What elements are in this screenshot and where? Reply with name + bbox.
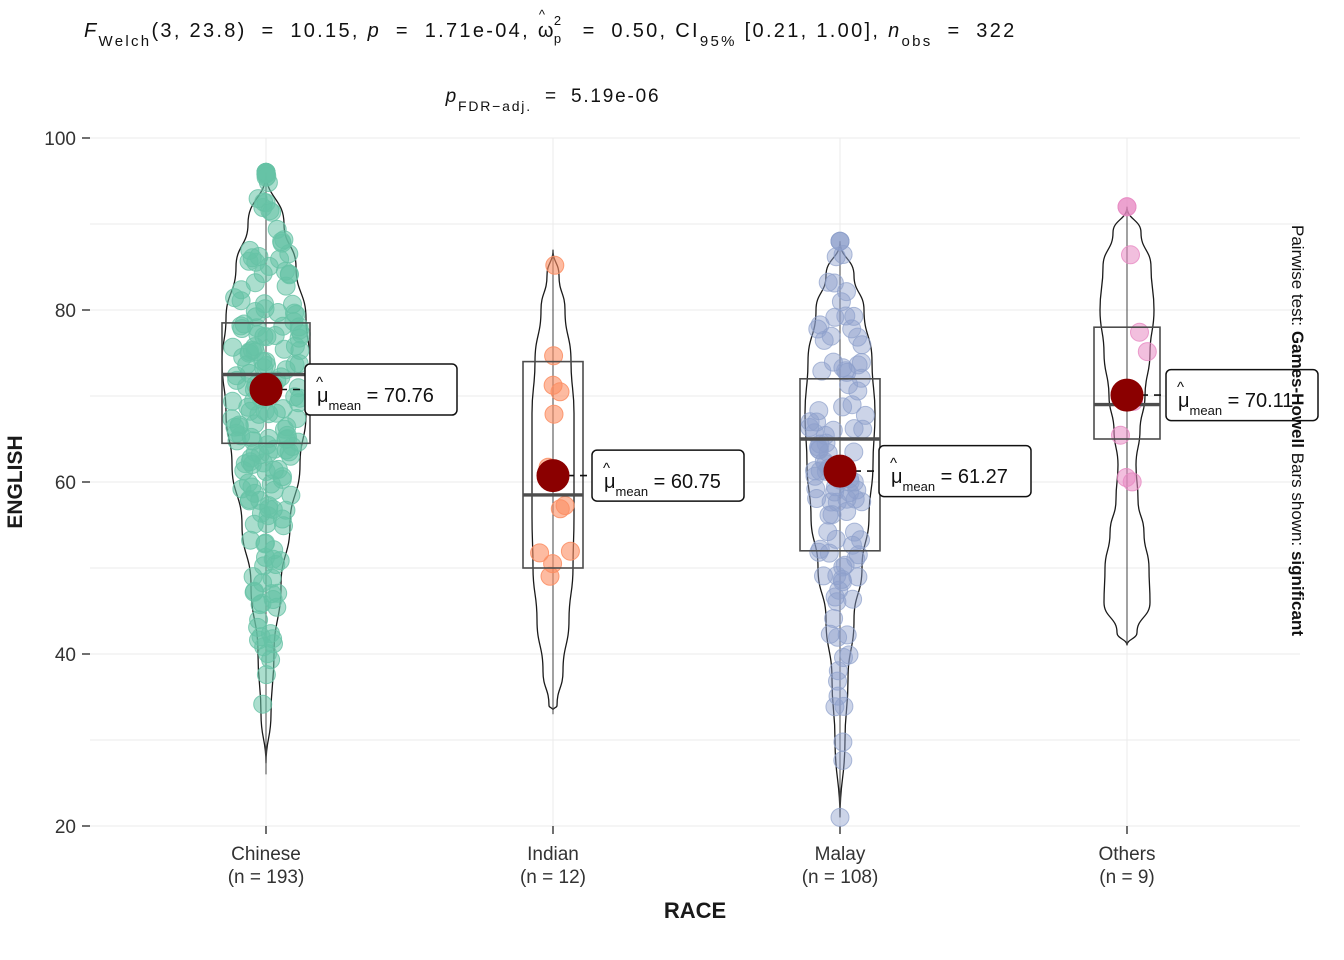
- svg-text:(n = 9): (n = 9): [1099, 867, 1154, 888]
- svg-text:100: 100: [44, 129, 76, 150]
- svg-text:Chinese: Chinese: [231, 844, 301, 865]
- svg-text:40: 40: [55, 645, 76, 666]
- svg-text:Malay: Malay: [815, 844, 866, 865]
- svg-text:Indian: Indian: [527, 844, 579, 865]
- svg-text:RACE: RACE: [664, 898, 726, 923]
- svg-text:80: 80: [55, 301, 76, 322]
- svg-text:20: 20: [55, 817, 76, 838]
- svg-text:ENGLISH: ENGLISH: [4, 435, 27, 528]
- svg-text:Others: Others: [1098, 844, 1155, 865]
- svg-text:(n = 108): (n = 108): [802, 867, 879, 888]
- svg-text:60: 60: [55, 473, 76, 494]
- svg-text:(n = 193): (n = 193): [228, 867, 305, 888]
- svg-text:(n = 12): (n = 12): [520, 867, 586, 888]
